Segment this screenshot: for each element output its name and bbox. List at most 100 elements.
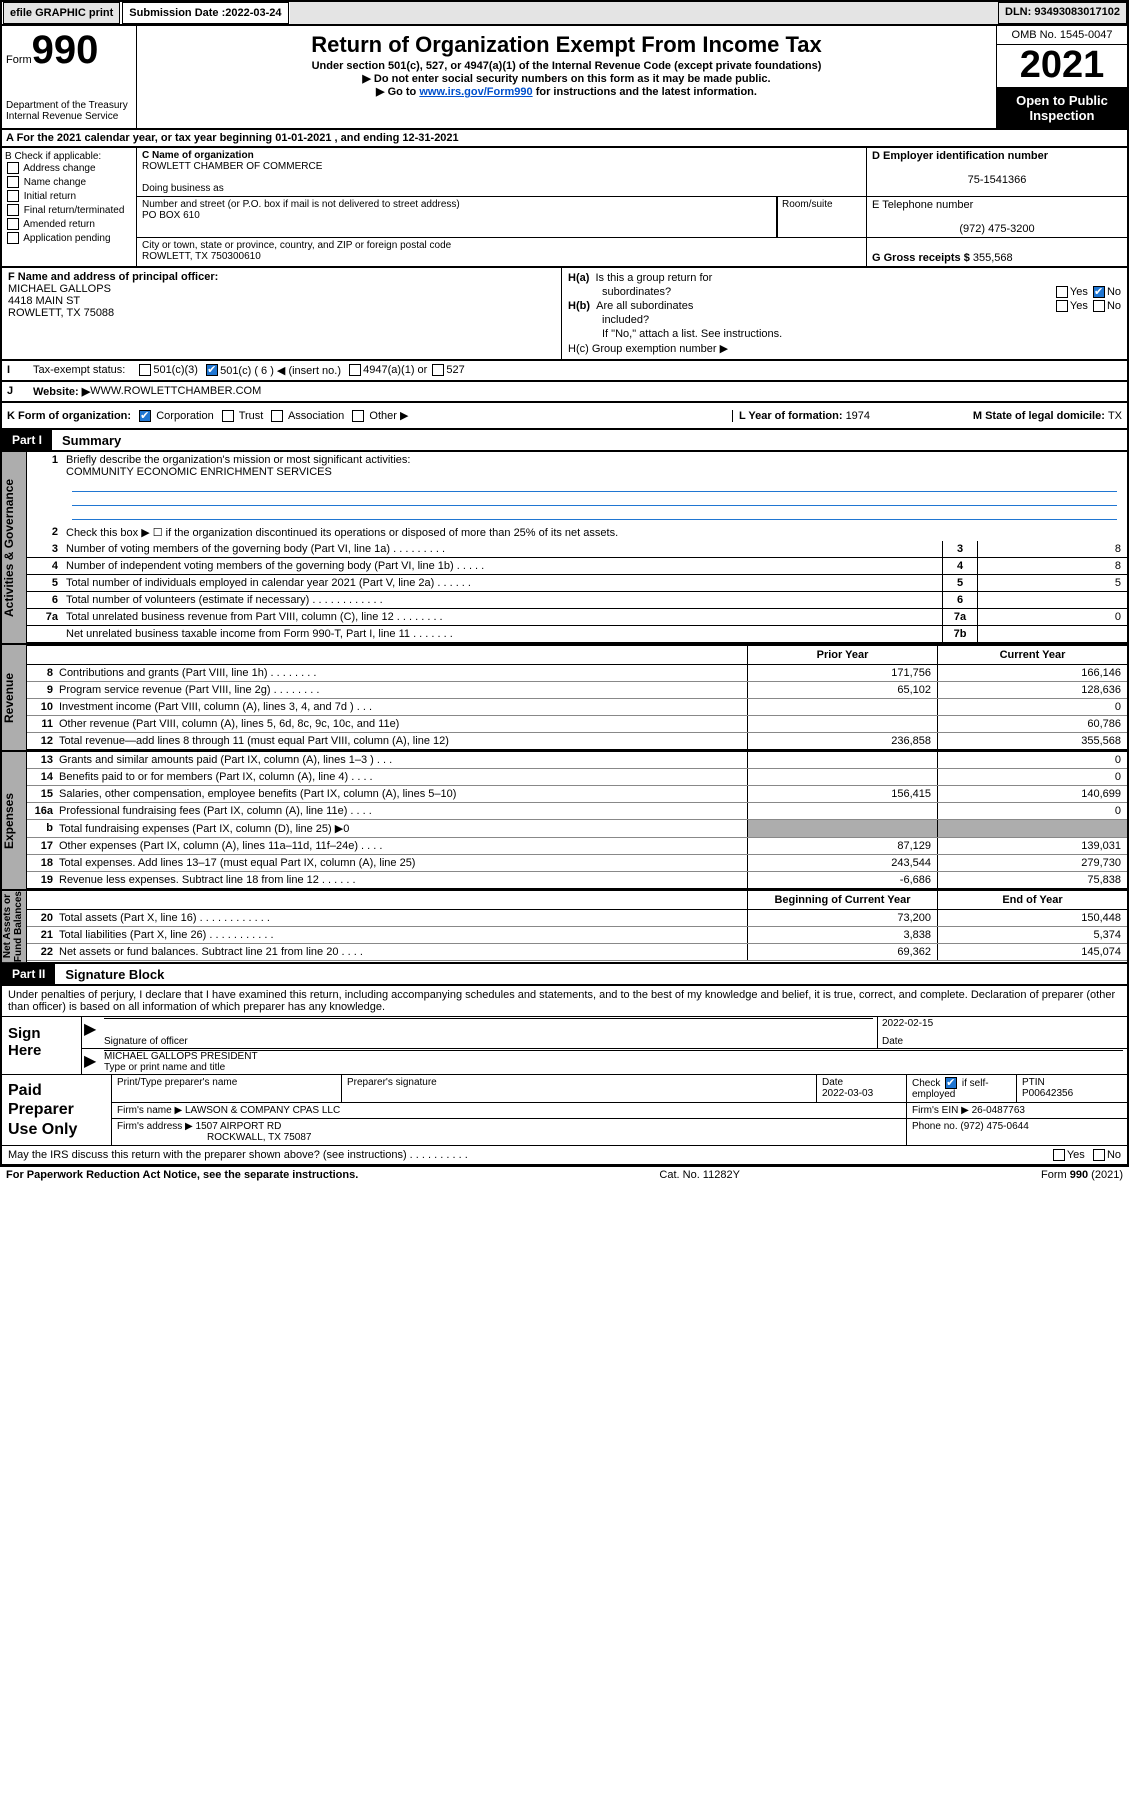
signature-block: Under penalties of perjury, I declare th… xyxy=(0,986,1129,1166)
table-row: 19Revenue less expenses. Subtract line 1… xyxy=(27,872,1127,889)
prep-date: 2022-03-03 xyxy=(822,1088,873,1099)
form-subtitle: Under section 501(c), 527, or 4947(a)(1)… xyxy=(145,60,988,72)
arrow-icon: ▶ xyxy=(82,1017,100,1048)
b-initial-return[interactable]: Initial return xyxy=(5,190,133,204)
section-b: B Check if applicable: Address change Na… xyxy=(2,148,137,266)
open-to-public: Open to Public Inspection xyxy=(997,88,1127,128)
block-bcdeg: B Check if applicable: Address change Na… xyxy=(0,148,1129,268)
firm-name: LAWSON & COMPANY CPAS LLC xyxy=(185,1105,340,1116)
cb-trust[interactable] xyxy=(222,410,234,422)
block-fh: F Name and address of principal officer:… xyxy=(0,268,1129,361)
gross-receipts: 355,568 xyxy=(973,252,1013,264)
b-label: B Check if applicable: xyxy=(5,151,133,162)
box-f: F Name and address of principal officer:… xyxy=(2,268,562,359)
side-ag: Activities & Governance xyxy=(2,452,27,643)
efile-button[interactable]: efile GRAPHIC print xyxy=(3,2,120,24)
irs-link[interactable]: www.irs.gov/Form990 xyxy=(419,86,532,98)
form-label: Form990 xyxy=(6,30,132,70)
cb-527[interactable] xyxy=(432,364,444,376)
table-row: 3Number of voting members of the governi… xyxy=(27,541,1127,558)
table-row: 16aProfessional fundraising fees (Part I… xyxy=(27,803,1127,820)
room-suite: Room/suite xyxy=(777,197,867,238)
tax-year: 2021 xyxy=(997,45,1127,88)
box-e: E Telephone number (972) 475-3200 xyxy=(867,197,1127,238)
table-row: 18Total expenses. Add lines 13–17 (must … xyxy=(27,855,1127,872)
b-amended[interactable]: Amended return xyxy=(5,218,133,232)
officer-name: MICHAEL GALLOPS xyxy=(8,283,111,295)
ptin: P00642356 xyxy=(1022,1088,1073,1099)
side-exp: Expenses xyxy=(2,752,27,889)
table-row: 14Benefits paid to or for members (Part … xyxy=(27,769,1127,786)
discuss-yes-cb[interactable] xyxy=(1053,1149,1065,1161)
table-row: 5Total number of individuals employed in… xyxy=(27,575,1127,592)
cb-corp[interactable] xyxy=(139,410,151,422)
table-row: 22Net assets or fund balances. Subtract … xyxy=(27,944,1127,961)
omb-number: OMB No. 1545-0047 xyxy=(997,26,1127,45)
officer-addr1: 4418 MAIN ST xyxy=(8,295,80,307)
officer-addr2: ROWLETT, TX 75088 xyxy=(8,307,114,319)
b-name-change[interactable]: Name change xyxy=(5,176,133,190)
part-i-expenses: Expenses 13Grants and similar amounts pa… xyxy=(0,752,1129,891)
b-application-pending[interactable]: Application pending xyxy=(5,232,133,246)
net-head: Beginning of Current Year End of Year xyxy=(27,891,1127,910)
row-a: A For the 2021 calendar year, or tax yea… xyxy=(0,130,1129,148)
table-row: 13Grants and similar amounts paid (Part … xyxy=(27,752,1127,769)
dba-lbl: Doing business as xyxy=(142,183,861,194)
header-mid: Return of Organization Exempt From Incom… xyxy=(137,26,997,128)
topbar: efile GRAPHIC print Submission Date : 20… xyxy=(0,0,1129,26)
side-net: Net Assets or Fund Balances xyxy=(2,891,27,962)
table-row: 10Investment income (Part VIII, column (… xyxy=(27,699,1127,716)
declaration: Under penalties of perjury, I declare th… xyxy=(2,986,1127,1016)
firm-phone: (972) 475-0644 xyxy=(960,1121,1028,1132)
part-i-header: Part I Summary xyxy=(0,430,1129,452)
table-row: 20Total assets (Part X, line 16) . . . .… xyxy=(27,910,1127,927)
cb-501c[interactable] xyxy=(206,364,218,376)
state-domicile: TX xyxy=(1108,410,1122,422)
cat-no: Cat. No. 11282Y xyxy=(659,1169,740,1181)
table-row: 12Total revenue—add lines 8 through 11 (… xyxy=(27,733,1127,750)
dept-treasury: Department of the Treasury Internal Reve… xyxy=(6,100,132,122)
submission-date: Submission Date : 2022-03-24 xyxy=(122,2,288,24)
website: WWW.ROWLETTCHAMBER.COM xyxy=(90,385,261,397)
header-right: OMB No. 1545-0047 2021 Open to Public In… xyxy=(997,26,1127,128)
officer-printed: MICHAEL GALLOPS PRESIDENT Type or print … xyxy=(100,1049,1127,1074)
firm-ein: 26-0487763 xyxy=(972,1105,1025,1116)
form-note2: ▶ Go to www.irs.gov/Form990 for instruct… xyxy=(145,85,988,98)
org-name: ROWLETT CHAMBER OF COMMERCE xyxy=(142,161,861,172)
side-rev: Revenue xyxy=(2,645,27,750)
cb-501c3[interactable] xyxy=(139,364,151,376)
header-left: Form990 Department of the Treasury Inter… xyxy=(2,26,137,128)
section-cdeg: C Name of organization ROWLETT CHAMBER O… xyxy=(137,148,1127,266)
firm-addr2: ROCKWALL, TX 75087 xyxy=(117,1132,312,1143)
table-row: bTotal fundraising expenses (Part IX, co… xyxy=(27,820,1127,838)
table-row: 21Total liabilities (Part X, line 26) . … xyxy=(27,927,1127,944)
sign-here-label: Sign Here xyxy=(2,1017,82,1074)
mission-line xyxy=(72,480,1117,492)
cb-4947[interactable] xyxy=(349,364,361,376)
ein: 75-1541366 xyxy=(872,174,1122,186)
submission-value: 2022-03-24 xyxy=(225,7,281,19)
mission-text: COMMUNITY ECONOMIC ENRICHMENT SERVICES xyxy=(66,466,332,478)
box-c-name: C Name of organization ROWLETT CHAMBER O… xyxy=(137,148,867,197)
part-ii-header: Part II Signature Block xyxy=(0,964,1129,986)
box-h: H(a) Is this a group return for subordin… xyxy=(562,268,1127,359)
table-row: 4Number of independent voting members of… xyxy=(27,558,1127,575)
submission-label: Submission Date : xyxy=(129,7,225,19)
b-final-return[interactable]: Final return/terminated xyxy=(5,204,133,218)
signature-date: 2022-02-15 Date xyxy=(877,1017,1127,1048)
form-note1: ▶ Do not enter social security numbers o… xyxy=(145,72,988,85)
table-row: 11Other revenue (Part VIII, column (A), … xyxy=(27,716,1127,733)
form-header: Form990 Department of the Treasury Inter… xyxy=(0,26,1129,130)
form-footer: Form 990 (2021) xyxy=(1041,1169,1123,1181)
topbar-spacer xyxy=(290,2,998,24)
paid-preparer-label: Paid Preparer Use Only xyxy=(2,1075,112,1145)
row-i: I Tax-exempt status: 501(c)(3) 501(c) ( … xyxy=(0,361,1129,382)
discuss-no-cb[interactable] xyxy=(1093,1149,1105,1161)
cb-other[interactable] xyxy=(352,410,364,422)
b-address-change[interactable]: Address change xyxy=(5,162,133,176)
signature-officer[interactable]: Signature of officer xyxy=(100,1017,877,1048)
firm-addr1: 1507 AIRPORT RD xyxy=(196,1121,282,1132)
cb-assoc[interactable] xyxy=(271,410,283,422)
box-d: D Employer identification number 75-1541… xyxy=(867,148,1127,197)
org-addr: PO BOX 610 xyxy=(142,210,771,221)
